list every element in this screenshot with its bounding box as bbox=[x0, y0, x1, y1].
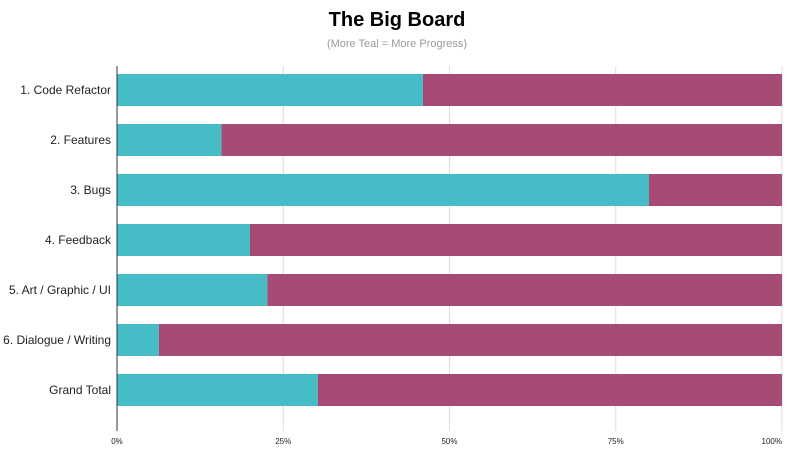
progress-bar-segment bbox=[117, 224, 250, 256]
category-label: 1. Code Refactor bbox=[20, 83, 111, 97]
remaining-bar-segment bbox=[221, 124, 782, 156]
x-tick-label: 50% bbox=[441, 437, 457, 446]
x-tick-label: 75% bbox=[608, 437, 624, 446]
bars bbox=[117, 74, 782, 406]
progress-bar-segment bbox=[117, 324, 159, 356]
x-tick-labels: 0% 25% 50% 75% 100% bbox=[111, 437, 782, 446]
category-label: 3. Bugs bbox=[70, 183, 111, 197]
category-label: 5. Art / Graphic / UI bbox=[9, 283, 111, 297]
remaining-bar-segment bbox=[158, 324, 782, 356]
x-tick-label: 25% bbox=[275, 437, 291, 446]
category-labels: 1. Code Refactor 2. Features 3. Bugs 4. Fee… bbox=[3, 83, 112, 397]
x-tick-label: 100% bbox=[762, 437, 782, 446]
remaining-bar-segment bbox=[250, 224, 782, 256]
progress-bar-segment bbox=[117, 274, 268, 306]
x-tick-label: 0% bbox=[111, 437, 123, 446]
remaining-bar-segment bbox=[317, 374, 782, 406]
chart-title: The Big Board bbox=[329, 9, 466, 31]
category-label: 4. Feedback bbox=[45, 233, 112, 247]
category-label: Grand Total bbox=[49, 383, 111, 397]
progress-bar-segment bbox=[117, 124, 222, 156]
progress-bar-segment bbox=[117, 374, 318, 406]
progress-bar-segment bbox=[117, 174, 649, 206]
category-label: 2. Features bbox=[50, 133, 111, 147]
remaining-bar-segment bbox=[649, 174, 782, 206]
category-label: 6. Dialogue / Writing bbox=[3, 333, 111, 347]
remaining-bar-segment bbox=[267, 274, 782, 306]
remaining-bar-segment bbox=[422, 74, 782, 106]
progress-bar-segment bbox=[117, 74, 423, 106]
chart-subtitle: (More Teal = More Progress) bbox=[327, 38, 467, 50]
